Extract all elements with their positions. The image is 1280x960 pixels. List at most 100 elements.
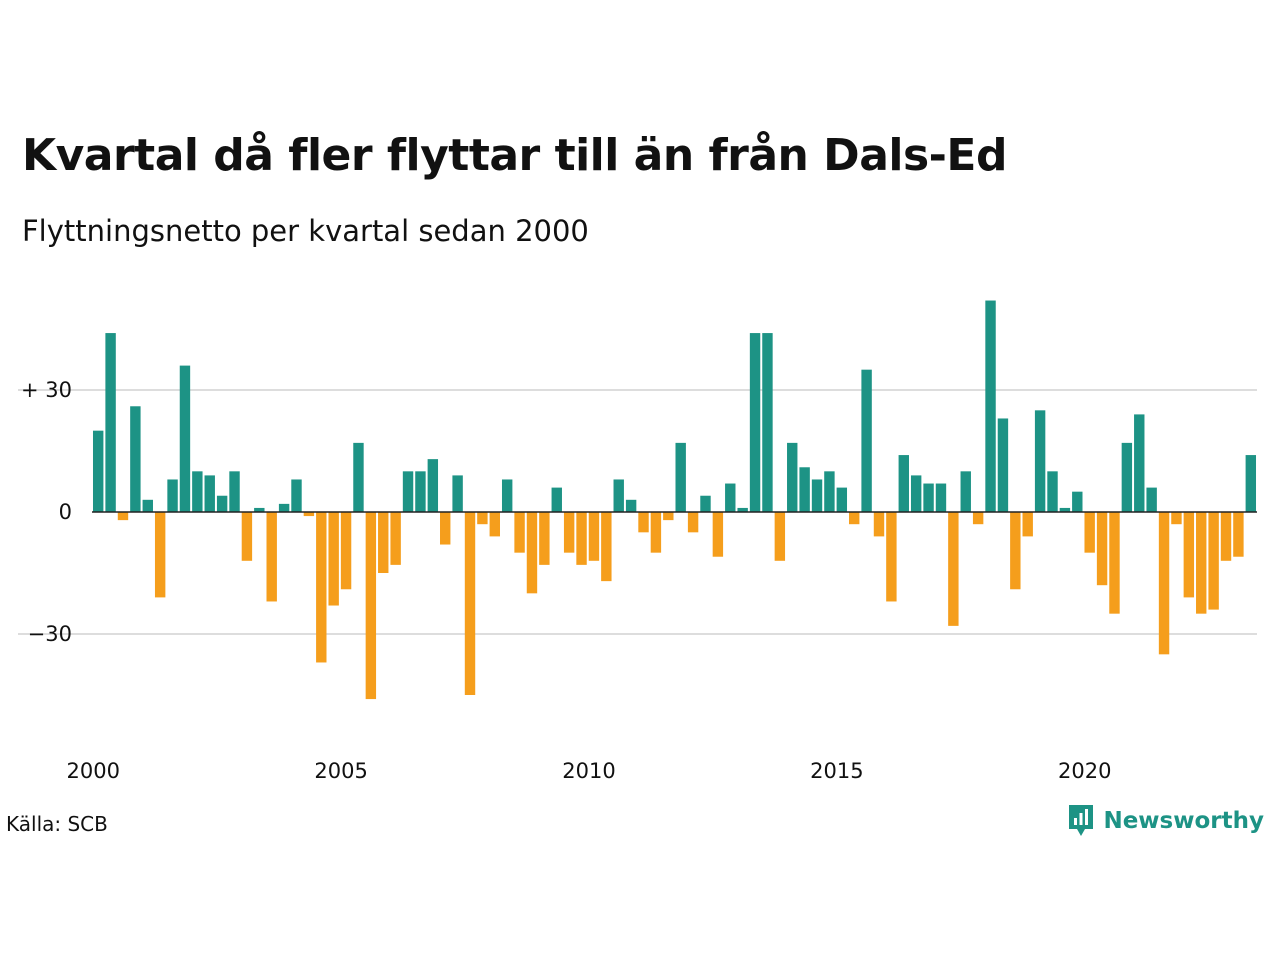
bar [1047, 471, 1058, 512]
bar [762, 333, 773, 512]
bar [179, 365, 191, 512]
bar [464, 512, 476, 695]
bar [1196, 512, 1207, 614]
bar [278, 503, 290, 512]
bar [613, 479, 624, 512]
bar [1059, 507, 1071, 512]
bar [1208, 512, 1219, 610]
bar [440, 512, 451, 545]
bar [725, 483, 736, 512]
bar [216, 495, 228, 512]
bar [1022, 512, 1033, 537]
bar [576, 512, 587, 565]
bar [849, 512, 860, 525]
bar [130, 406, 141, 512]
bar [910, 475, 922, 512]
bar [328, 512, 339, 606]
bar [192, 471, 203, 512]
bar [1233, 512, 1244, 557]
bar [824, 471, 835, 512]
bar [799, 467, 810, 512]
bar [737, 507, 748, 512]
x-tick-label: 2005 [314, 759, 367, 783]
bar [229, 471, 240, 512]
bar [948, 512, 959, 626]
bar [291, 479, 302, 512]
bar [1096, 512, 1108, 586]
bar [142, 499, 153, 512]
bar [266, 512, 277, 602]
bar [340, 512, 352, 590]
bar [1010, 512, 1021, 590]
bar [452, 475, 463, 512]
bar [650, 512, 662, 553]
bar [1121, 442, 1133, 512]
bar-chart: + 30 0 −30 2000 2005 2010 2015 2020 [18, 300, 1257, 783]
bar [514, 512, 525, 553]
y-tick-label: 0 [59, 500, 72, 524]
bar [1072, 491, 1083, 512]
x-tick-label: 2020 [1058, 759, 1111, 783]
bar [551, 487, 562, 512]
bar [1134, 414, 1145, 512]
bar [749, 333, 761, 512]
chart-subtitle: Flyttningsnetto per kvartal sedan 2000 [22, 214, 589, 248]
bar [427, 459, 439, 512]
bar [972, 512, 984, 525]
bar [501, 479, 513, 512]
bar [489, 512, 500, 537]
bar [241, 512, 253, 561]
bar [1158, 512, 1170, 655]
bar [1146, 487, 1157, 512]
source-note: Källa: SCB [6, 812, 108, 836]
axis-layer: + 30 0 −30 2000 2005 2010 2015 2020 [21, 378, 1257, 783]
bar [787, 442, 798, 512]
bar [303, 512, 315, 517]
bar [402, 471, 414, 512]
x-tick-label: 2010 [562, 759, 615, 783]
bar [1220, 512, 1232, 561]
bar [563, 512, 575, 553]
bar [154, 512, 166, 598]
grid-layer [18, 389, 1257, 635]
bar [1034, 410, 1046, 512]
bar [638, 512, 649, 533]
bar [415, 471, 426, 512]
bar [167, 479, 178, 512]
bar [774, 512, 786, 561]
bar [365, 512, 377, 700]
bar [1171, 512, 1182, 525]
y-tick-label: + 30 [21, 378, 72, 402]
bar [601, 512, 612, 582]
bar [1245, 455, 1257, 512]
bar [663, 512, 674, 521]
bar [836, 487, 848, 512]
bar [588, 512, 600, 561]
bar [675, 442, 686, 512]
bar [1183, 512, 1195, 598]
bar [873, 512, 885, 537]
bar [92, 430, 104, 512]
bar [378, 512, 389, 573]
bar [898, 455, 909, 512]
bar [712, 512, 724, 557]
bar [960, 471, 971, 512]
bar [353, 442, 364, 512]
bar [526, 512, 538, 594]
bar [811, 479, 823, 512]
bar [477, 512, 488, 525]
newsworthy-logo[interactable]: Newsworthy [1067, 803, 1264, 839]
bar [105, 333, 116, 512]
bar [316, 512, 327, 663]
y-tick-label: −30 [28, 622, 72, 646]
bar [1109, 512, 1120, 614]
bar [997, 418, 1009, 512]
bars-layer [92, 300, 1257, 700]
brand-name: Newsworthy [1103, 808, 1264, 834]
bar [923, 483, 934, 512]
bar [861, 369, 872, 512]
bar [985, 300, 996, 512]
bar [1084, 512, 1095, 553]
bar [625, 499, 637, 512]
bar [935, 483, 947, 512]
